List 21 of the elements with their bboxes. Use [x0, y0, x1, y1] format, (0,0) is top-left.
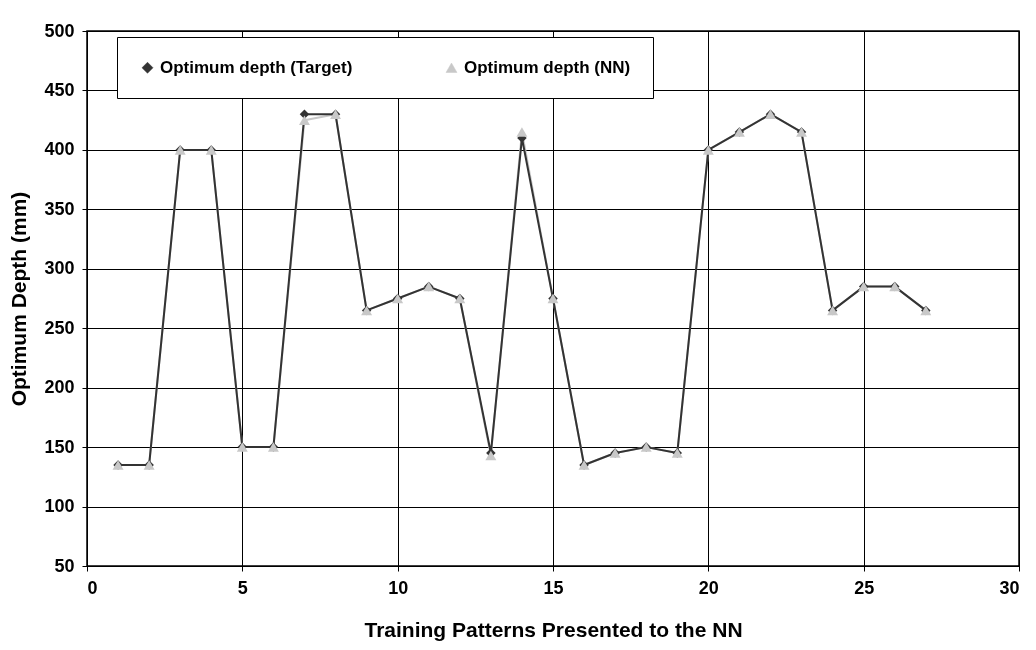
y-tick-label: 100: [44, 496, 75, 517]
x-tick-label: 5: [237, 577, 248, 598]
y-tick-label: 50: [54, 555, 75, 576]
legend-label: Optimum depth (Target): [160, 57, 353, 77]
y-axis-title: Optimum Depth (mm): [7, 191, 31, 407]
x-tick-label: 10: [388, 577, 409, 598]
y-tick-label: 400: [44, 139, 75, 160]
y-tick-label: 500: [44, 20, 75, 41]
legend-label: Optimum depth (NN): [464, 57, 631, 77]
x-tick-label: 25: [854, 577, 875, 598]
x-axis-title: Training Patterns Presented to the NN: [364, 617, 743, 641]
y-tick-label: 300: [44, 258, 75, 279]
y-tick-label: 350: [44, 198, 75, 219]
y-tick-label: 150: [44, 436, 75, 457]
y-tick-label: 250: [44, 317, 75, 338]
x-tick-label: 15: [543, 577, 564, 598]
y-tick-label: 200: [44, 377, 75, 398]
x-tick-label: 30: [999, 577, 1020, 598]
x-tick-label: 0: [87, 577, 98, 598]
y-tick-label: 450: [44, 79, 75, 100]
x-tick-label: 20: [698, 577, 719, 598]
